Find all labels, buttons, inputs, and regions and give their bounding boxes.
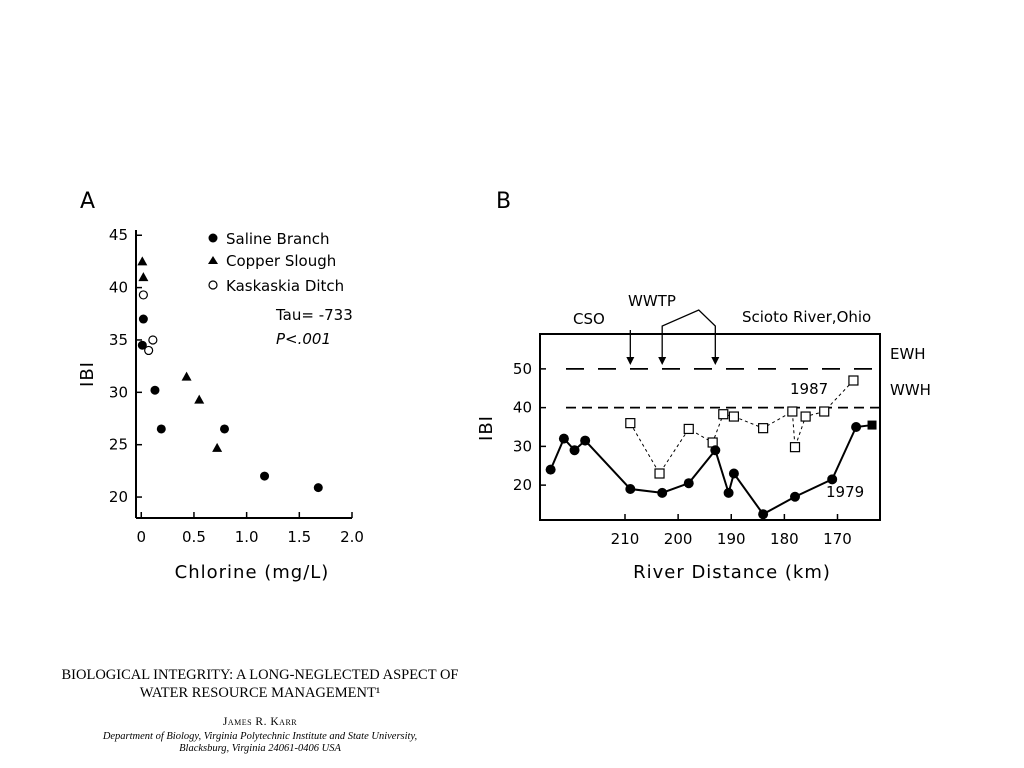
point-1979	[790, 491, 800, 502]
panel-a-tau-annotation: Tau= -733	[275, 306, 353, 324]
point-1979	[558, 433, 569, 444]
series-line-1987	[629, 380, 854, 475]
ewh-label: EWH	[890, 345, 926, 363]
panel-a-x-tick-label: 0	[136, 528, 146, 546]
point-1987	[625, 418, 636, 429]
panel-b-y-label: IBI	[476, 415, 497, 441]
point-1987	[800, 411, 811, 422]
point-saline-branch	[156, 424, 166, 434]
point-1979	[851, 422, 862, 432]
point-1987	[787, 406, 798, 417]
point-1987	[718, 409, 729, 420]
point-1987	[654, 468, 665, 479]
legend-marker-kaskaskia-ditch	[208, 280, 218, 290]
panel-b-x-tick-label: 200	[664, 530, 693, 548]
point-1987	[848, 375, 859, 386]
point-1979	[827, 474, 838, 485]
point-1979	[683, 478, 694, 489]
point-1979	[723, 487, 734, 498]
panel-b-y-tick-label: 50	[513, 360, 532, 378]
point-copper-slough	[194, 394, 205, 404]
point-1987	[819, 406, 830, 417]
point-1979	[867, 420, 877, 430]
series-label-1979: 1979	[826, 483, 864, 501]
panel-a-p-annotation: P<.001	[276, 330, 331, 348]
legend-label-copper-slough: Copper Slough	[226, 252, 336, 270]
panel-a-x-tick-label: 2.0	[340, 528, 364, 546]
point-1979	[758, 509, 769, 520]
point-copper-slough	[181, 371, 192, 381]
affiliation-line-1: Department of Biology, Virginia Polytech…	[102, 731, 418, 742]
point-saline-branch	[260, 471, 270, 481]
paper-title-line-2: WATER RESOURCE MANAGEMENT¹	[139, 685, 381, 701]
point-copper-slough	[138, 272, 149, 282]
point-copper-slough	[137, 256, 148, 266]
wwtp-bracket	[661, 309, 716, 359]
wwh-label: WWH	[890, 381, 931, 399]
point-kaskaskia-ditch	[148, 335, 158, 345]
wwtp-label: WWTP	[628, 292, 676, 310]
panel-a-x-tick-label: 1.5	[287, 528, 311, 546]
panel-a-legend: Saline Branch Copper Slough Kaskaskia Di…	[208, 230, 344, 295]
panel-b-title: Scioto River,Ohio	[742, 308, 871, 326]
point-saline-branch	[138, 314, 148, 324]
panel-b-x-tick-label: 180	[770, 530, 799, 548]
point-1979	[580, 435, 591, 446]
panel-b-y-tick-label: 40	[513, 399, 532, 417]
panel-b-x-tick-label: 170	[823, 530, 852, 548]
panel-b-x-tick-label: 190	[717, 530, 746, 548]
panel-b-x-tick-label: 210	[611, 530, 640, 548]
point-saline-branch	[137, 340, 147, 350]
panel-b-y-tick-label: 30	[513, 437, 532, 455]
panel-a-x-tick-label: 1.0	[235, 528, 259, 546]
panel-a-x-label: Chlorine (mg/L)	[175, 562, 330, 583]
point-1979	[657, 487, 668, 498]
paper-title: BIOLOGICAL INTEGRITY: A LONG-NEGLECTED A…	[0, 666, 520, 702]
legend-label-saline-branch: Saline Branch	[226, 230, 329, 248]
panel-b-chart: IBI River Distance (km) Scioto River,Ohi…	[476, 292, 931, 583]
point-1987	[789, 442, 801, 453]
point-saline-branch	[313, 483, 323, 493]
paper-author: James R. Karr	[222, 716, 298, 728]
legend-label-kaskaskia-ditch: Kaskaskia Ditch	[226, 277, 344, 295]
point-1987	[728, 411, 740, 422]
point-1987	[683, 423, 694, 435]
panel-b-plot-frame	[539, 333, 881, 521]
panel-a-y-tick-label: 20	[109, 488, 128, 506]
panel-b-x-label: River Distance (km)	[633, 562, 831, 583]
point-copper-slough	[212, 442, 223, 452]
paper-title-line-1: BIOLOGICAL INTEGRITY: A LONG-NEGLECTED A…	[61, 667, 459, 683]
panel-a-chart: IBI Chlorine (mg/L) Saline Branch Copper…	[77, 226, 364, 583]
panel-a-letter: A	[80, 189, 95, 214]
wwtp-arrow-head	[711, 357, 720, 365]
point-kaskaskia-ditch	[138, 290, 148, 300]
panel-b-y-tick-label: 20	[513, 476, 532, 494]
panel-a-x-tick-label: 0.5	[182, 528, 206, 546]
panel-a-y-tick-label: 40	[109, 279, 128, 297]
affiliation-line-2: Blacksburg, Virginia 24061-0406 USA	[179, 743, 341, 754]
legend-marker-copper-slough	[208, 256, 218, 264]
point-1979	[710, 445, 721, 456]
point-1979	[545, 464, 556, 475]
wwtp-arrow-head	[658, 357, 667, 365]
point-1979	[728, 468, 739, 479]
legend-marker-saline-branch	[208, 233, 218, 243]
panel-b-letter: B	[496, 189, 511, 214]
panel-a-y-label: IBI	[77, 361, 98, 387]
point-saline-branch	[220, 424, 230, 434]
cso-label: CSO	[573, 310, 605, 328]
panel-a-y-tick-label: 35	[109, 331, 128, 349]
point-1979	[625, 484, 636, 494]
cso-arrow-head	[626, 357, 635, 365]
series-label-1987: 1987	[790, 380, 828, 398]
point-1987	[758, 423, 769, 434]
point-1979	[569, 445, 580, 456]
panel-a-y-tick-label: 25	[109, 436, 128, 454]
point-saline-branch	[150, 385, 160, 395]
panel-a-y-tick-label: 45	[109, 226, 128, 244]
point-kaskaskia-ditch	[144, 345, 154, 356]
paper-affiliation: Department of Biology, Virginia Polytech…	[0, 731, 520, 755]
panel-a-y-tick-label: 30	[109, 383, 128, 401]
